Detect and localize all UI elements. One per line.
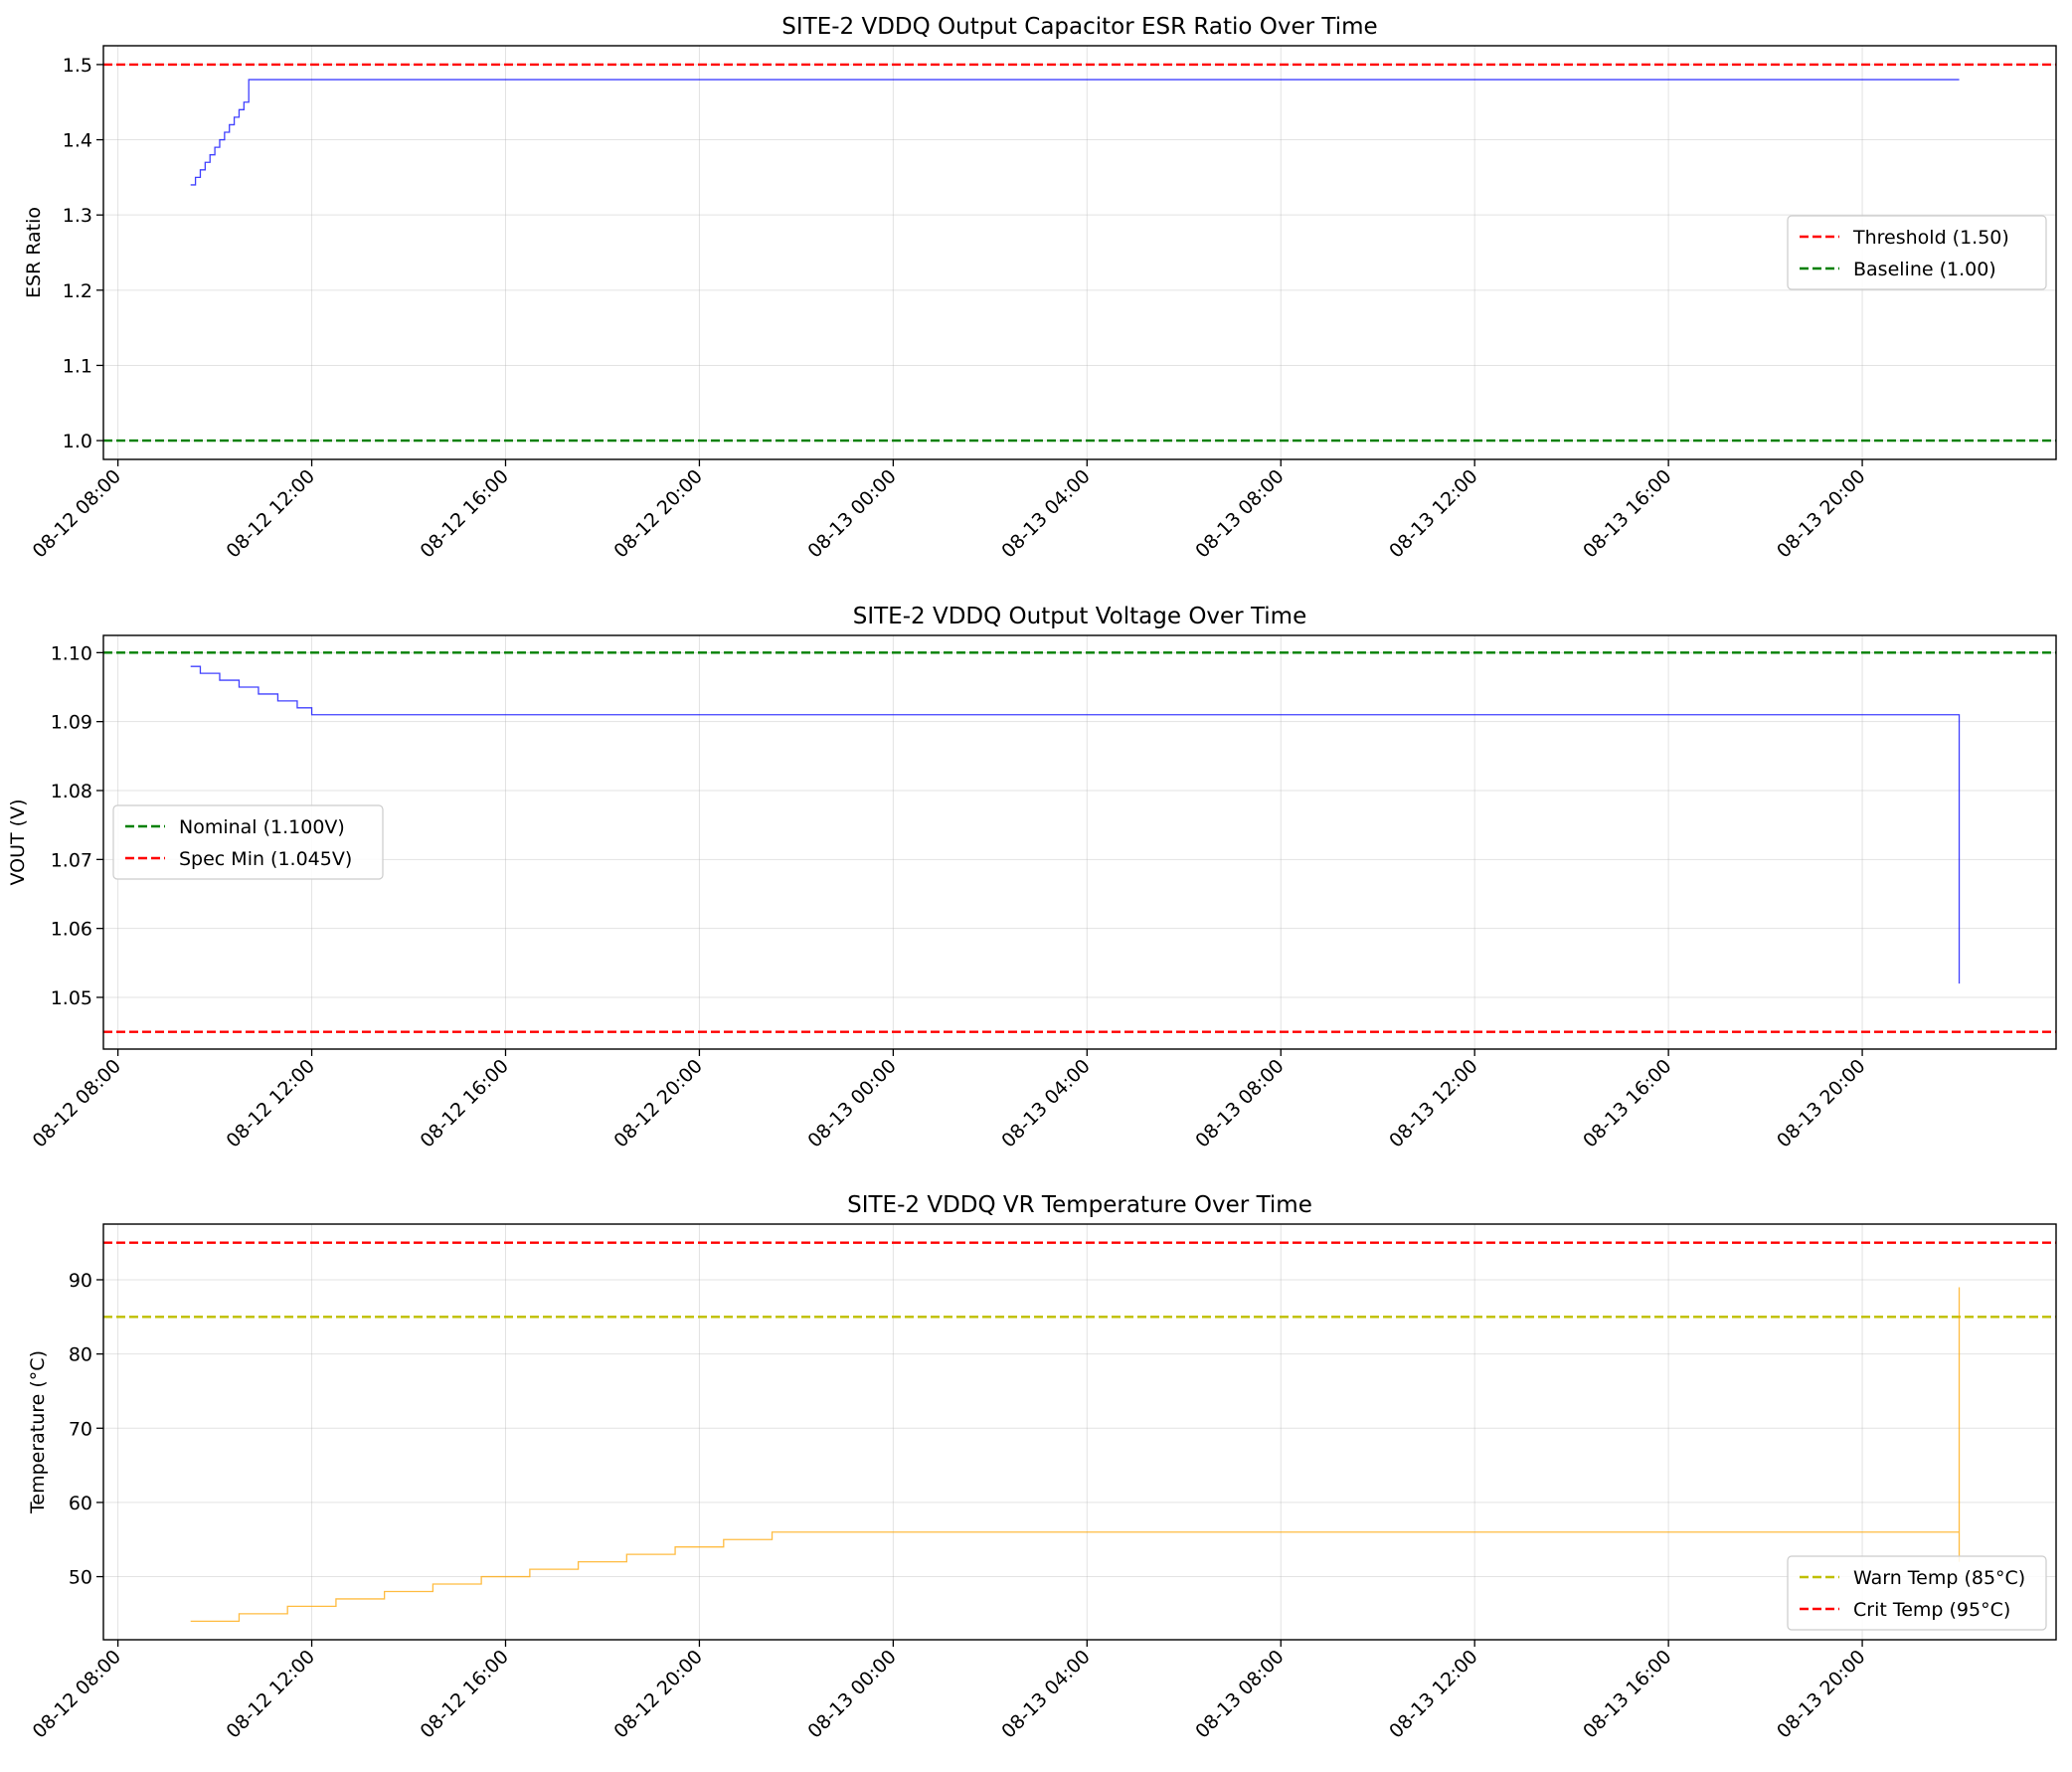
y-tick-label: 90 [69,1270,92,1292]
x-tick-label: 08-13 08:00 [1191,1646,1289,1743]
y-tick-label: 1.1 [63,355,92,377]
x-tick-label: 08-13 16:00 [1579,465,1676,563]
y-tick-label: 1.07 [51,849,92,871]
x-tick-label: 08-13 04:00 [997,1646,1095,1743]
legend-box [1787,1555,2047,1631]
y-tick-label: 60 [69,1493,92,1514]
legend-label: Spec Min (1.045V) [179,848,352,870]
x-tick-label: 08-13 04:00 [997,465,1095,563]
x-tick-label: 08-13 08:00 [1191,465,1289,563]
output-voltage-chart: 08-12 08:00 08-12 12:00 08-12 16:00 08-12 2… [7,604,2057,1152]
x-tick-label: 08-13 00:00 [803,465,901,563]
legend-label: Nominal (1.100V) [179,816,345,838]
x-tick-label: 08-12 16:00 [416,1055,513,1152]
y-tick-label: 1.4 [63,130,92,152]
esr-ratio-chart: 08-12 08:00 08-12 12:00 08-12 16:00 08-12 2… [23,14,2057,563]
legend-label: Warn Temp (85°C) [1853,1567,2025,1589]
y-tick-label: 50 [69,1567,92,1589]
axes-frame [102,634,2057,1050]
x-tick-label: 08-13 12:00 [1385,1646,1482,1743]
x-tick-label: 08-12 12:00 [223,1055,320,1152]
axes-frame [102,1223,2057,1641]
legend-label: Threshold (1.50) [1852,227,2009,249]
vr-temperature-chart: 08-12 08:00 08-12 12:00 08-12 16:00 08-12 2… [27,1192,2057,1743]
x-tick-label: 08-12 16:00 [416,465,513,563]
x-tick-label: 08-13 16:00 [1579,1055,1676,1152]
x-tick-label: 08-13 08:00 [1191,1055,1289,1152]
series-line [190,79,1960,186]
chart-title: SITE-2 VDDQ VR Temperature Over Time [847,1192,1312,1218]
chart-title: SITE-2 VDDQ Output Voltage Over Time [853,604,1307,629]
y-tick-label: 70 [69,1418,92,1440]
x-tick-label: 08-13 20:00 [1773,1646,1870,1743]
x-tick-label: 08-12 20:00 [609,465,707,563]
x-tick-label: 08-13 12:00 [1385,465,1482,563]
x-tick-label: 08-13 00:00 [803,1646,901,1743]
legend-label: Baseline (1.00) [1853,259,1996,280]
series-line [190,1287,1961,1622]
x-tick-label: 08-13 12:00 [1385,1055,1482,1152]
series-line [190,665,1961,984]
y-tick-label: 1.3 [63,205,92,227]
y-tick-label: 1.10 [51,642,92,664]
x-tick-label: 08-12 20:00 [609,1646,707,1743]
x-tick-label: 08-12 08:00 [29,1646,126,1743]
y-tick-label: 1.2 [63,280,92,302]
x-tick-label: 08-13 16:00 [1579,1646,1676,1743]
x-tick-label: 08-12 16:00 [416,1646,513,1743]
chart-title: SITE-2 VDDQ Output Capacitor ESR Ratio O… [781,14,1377,40]
y-tick-label: 1.09 [51,712,92,734]
x-tick-label: 08-13 04:00 [997,1055,1095,1152]
x-tick-label: 08-12 08:00 [29,1055,126,1152]
y-tick-label: 1.08 [51,781,92,802]
y-axis-label: ESR Ratio [23,207,45,298]
y-axis-label: VOUT (V) [7,799,29,886]
y-tick-label: 80 [69,1344,92,1366]
x-tick-label: 08-12 08:00 [29,465,126,563]
x-tick-label: 08-13 00:00 [803,1055,901,1152]
legend-box [1787,215,2047,290]
y-axis-label: Temperature (°C) [27,1350,49,1514]
x-tick-label: 08-12 12:00 [223,1646,320,1743]
x-tick-label: 08-12 12:00 [223,465,320,563]
y-tick-label: 1.06 [51,919,92,941]
x-tick-label: 08-13 20:00 [1773,1055,1870,1152]
x-tick-label: 08-12 20:00 [609,1055,707,1152]
y-tick-label: 1.05 [51,987,92,1009]
y-tick-label: 1.5 [63,55,92,77]
legend-label: Crit Temp (95°C) [1853,1599,2010,1621]
axes-frame [102,45,2057,460]
x-tick-label: 08-13 20:00 [1773,465,1870,563]
y-tick-label: 1.0 [63,431,92,452]
legend-box [112,804,384,880]
